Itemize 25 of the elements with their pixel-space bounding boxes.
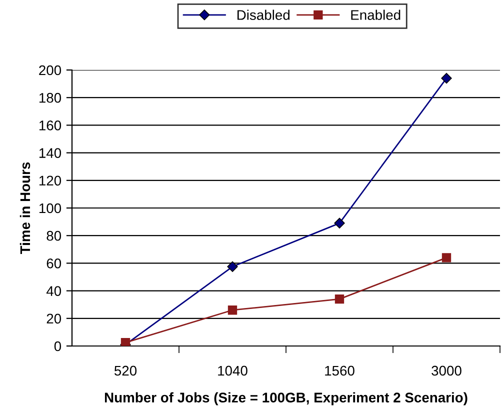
y-tick-label: 80	[46, 230, 62, 241]
y-tick-label: 160	[39, 120, 62, 130]
x-tick-label: 520	[114, 366, 137, 376]
point	[228, 306, 238, 315]
x-tick-label: 3000	[432, 366, 462, 376]
y-tick-label: 40	[46, 286, 62, 296]
point	[334, 218, 345, 229]
legend-label: Disabled	[237, 10, 290, 20]
x-tick-label: 1560	[325, 366, 354, 376]
y-tick-label: 180	[39, 92, 62, 103]
x-tick-label: 1040	[218, 366, 248, 376]
y-tick-label: 140	[39, 148, 62, 158]
point	[227, 261, 238, 272]
legend-label: Enabled	[351, 10, 400, 20]
y-tick-label: 60	[46, 258, 62, 268]
x-axis-title: Number of Jobs (Size = 100GB, Experiment 2 Scenario)	[104, 392, 468, 406]
y-tick-label: 100	[39, 203, 62, 214]
y-tick-label: 20	[46, 314, 62, 324]
point	[334, 294, 344, 304]
y-tick-label: 200	[39, 65, 62, 76]
point	[441, 72, 452, 84]
y-tick-label: 120	[39, 176, 62, 186]
y-tick-label: 0	[54, 341, 62, 352]
y-axis-title: Time in Hours	[20, 162, 30, 254]
point	[442, 253, 452, 262]
